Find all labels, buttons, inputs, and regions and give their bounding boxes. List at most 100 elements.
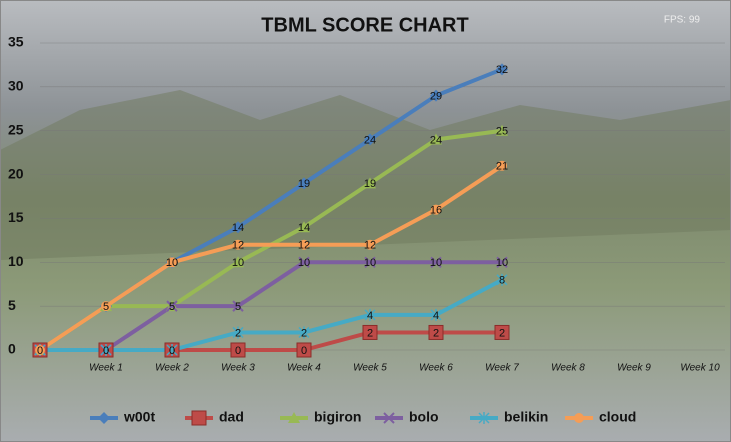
point-marker (299, 239, 309, 250)
x-tick-label: Week 4 (287, 363, 321, 374)
data-label: 10 (430, 257, 442, 269)
point-marker (494, 324, 510, 340)
data-label: 2 (301, 327, 307, 339)
point-marker (430, 89, 442, 102)
data-label: 2 (235, 327, 241, 339)
point-marker (430, 308, 442, 321)
point-marker (431, 204, 441, 215)
point-marker (298, 256, 310, 268)
point-marker (365, 239, 375, 250)
y-tick-label: 15 (8, 209, 24, 225)
data-label: 0 (37, 345, 43, 357)
data-label: 0 (169, 345, 175, 357)
x-tick-label: Week 5 (353, 363, 387, 374)
data-label: 5 (235, 301, 241, 313)
point-marker (35, 345, 45, 355)
data-label: 10 (232, 257, 244, 269)
point-marker (430, 133, 442, 145)
legend-marker (288, 412, 300, 423)
point-marker (364, 308, 376, 321)
fps-counter: FPS: 99 (664, 15, 701, 26)
point-marker (496, 273, 508, 286)
data-label: 8 (499, 275, 505, 287)
data-label: 2 (499, 327, 505, 339)
data-label: 2 (367, 327, 373, 339)
data-label: 10 (364, 257, 376, 269)
point-marker (166, 300, 178, 312)
data-label: 16 (430, 205, 442, 217)
data-label: 12 (298, 240, 310, 252)
x-tick-label: Week 3 (221, 363, 255, 374)
data-label: 5 (169, 301, 175, 313)
data-label: 19 (298, 178, 310, 190)
data-label: 4 (367, 310, 373, 322)
point-marker (298, 177, 310, 190)
legend-marker (574, 413, 584, 423)
data-label: 14 (298, 222, 310, 234)
data-label: 12 (232, 240, 244, 252)
point-marker (496, 124, 508, 136)
x-tick-label: Week 1 (89, 363, 123, 374)
legend-label: cloud (599, 409, 636, 425)
data-label: 0 (103, 345, 109, 357)
data-label: 0 (301, 345, 307, 357)
point-marker (362, 324, 378, 340)
series-line (38, 164, 504, 352)
series-line (40, 260, 502, 352)
legend-label: belikin (504, 409, 548, 425)
point-marker (298, 221, 310, 233)
data-label: 24 (364, 134, 376, 146)
legend-label: bigiron (314, 409, 361, 425)
data-label: 2 (433, 327, 439, 339)
point-marker (364, 177, 376, 189)
legend-label: dad (219, 409, 244, 425)
point-marker (167, 257, 177, 268)
data-label: 14 (232, 222, 244, 234)
point-marker (101, 301, 111, 312)
y-tick-label: 30 (8, 78, 24, 94)
point-marker (430, 256, 442, 268)
data-label: 32 (496, 64, 508, 76)
legend-label: bolo (409, 409, 439, 425)
y-tick-label: 0 (8, 341, 16, 357)
data-label: 0 (235, 345, 241, 357)
data-label: 21 (496, 161, 508, 173)
y-tick-label: 10 (8, 253, 24, 269)
legend-marker (383, 412, 395, 424)
point-marker (233, 239, 243, 250)
chart-title: TBML SCORE CHART (261, 14, 468, 36)
point-marker (100, 344, 112, 356)
point-marker (166, 344, 178, 356)
point-marker (497, 160, 507, 171)
y-tick-label: 20 (8, 165, 24, 181)
point-marker (232, 326, 244, 339)
x-tick-label: Week 2 (155, 363, 189, 374)
x-tick-label: Week 9 (617, 363, 651, 374)
data-label: 24 (430, 134, 442, 146)
y-tick-label: 25 (8, 121, 24, 137)
point-marker (364, 133, 376, 146)
legend-marker (98, 412, 110, 424)
legend-marker (478, 412, 490, 424)
x-tick-label: Week 10 (680, 363, 720, 374)
point-marker (230, 342, 246, 358)
y-tick-label: 35 (8, 34, 24, 50)
legend-marker (191, 410, 207, 426)
data-label: 29 (430, 91, 442, 103)
x-tick-label: Week 7 (485, 363, 519, 374)
y-tick-label: 5 (8, 297, 16, 313)
data-label: 25 (496, 126, 508, 138)
point-marker (232, 300, 244, 312)
point-marker (496, 256, 508, 268)
point-marker (364, 256, 376, 268)
data-label: 10 (298, 257, 310, 269)
point-marker (296, 342, 312, 358)
x-tick-label: Week 8 (551, 363, 585, 374)
point-marker (298, 326, 310, 339)
legend-label: w00t (123, 409, 155, 425)
point-marker (496, 63, 508, 76)
data-label: 12 (364, 240, 376, 252)
point-marker (232, 256, 244, 268)
data-label: 4 (433, 310, 439, 322)
